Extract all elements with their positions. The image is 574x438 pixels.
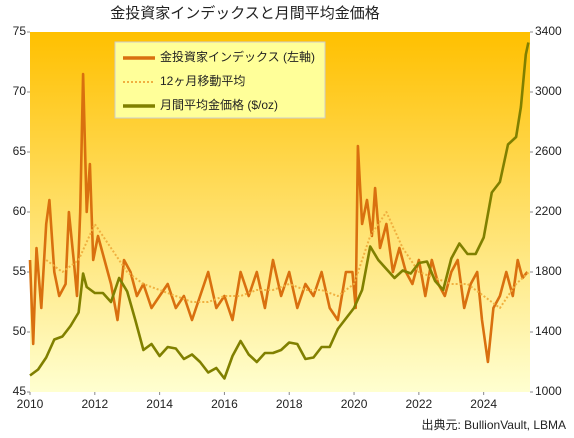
- y2-tick-label: 2600: [535, 144, 562, 158]
- y2-tick-label: 1000: [535, 384, 562, 398]
- plot: 45 50 55 60 65 70 75 1000 1400 1800 2200 2600 3000 34…: [13, 24, 562, 411]
- y-tick-label: 65: [13, 144, 27, 158]
- y2-tick-label: 3000: [535, 84, 562, 98]
- y-tick-label: 50: [13, 324, 27, 338]
- y2-tick-label: 2200: [535, 204, 562, 218]
- legend-label: 金投資家インデックス (左軸): [160, 49, 315, 64]
- series-line: [45, 211, 530, 309]
- x-tick-label: 2018: [276, 397, 303, 411]
- y2-tick-label: 3400: [535, 24, 562, 38]
- x-tick-label: 2020: [341, 397, 368, 411]
- y-tick-label: 55: [13, 264, 27, 278]
- series-line: [29, 42, 530, 380]
- x-tick-label: 2016: [211, 397, 238, 411]
- x-tick-label: 2024: [470, 397, 497, 411]
- y-tick-label: 70: [13, 84, 27, 98]
- y-tick-label: 45: [13, 384, 27, 398]
- x-tick-label: 2010: [17, 397, 44, 411]
- legend-label: 12ヶ月移動平均: [160, 74, 245, 88]
- y-tick-label: 60: [13, 204, 27, 218]
- x-tick-label: 2022: [406, 397, 433, 411]
- y2-tick-label: 1400: [535, 324, 562, 338]
- source-note: 出典元: BullionVault, LBMA: [422, 418, 567, 432]
- y-tick-label: 75: [13, 24, 27, 38]
- chart-title: 金投資家インデックスと月間平均金価格: [110, 4, 380, 22]
- legend-label: 月間平均金価格 ($/oz): [160, 97, 278, 112]
- x-tick-label: 2014: [146, 397, 173, 411]
- y2-tick-label: 1800: [535, 264, 562, 278]
- series-line: [28, 72, 529, 364]
- x-tick-label: 2012: [81, 397, 108, 411]
